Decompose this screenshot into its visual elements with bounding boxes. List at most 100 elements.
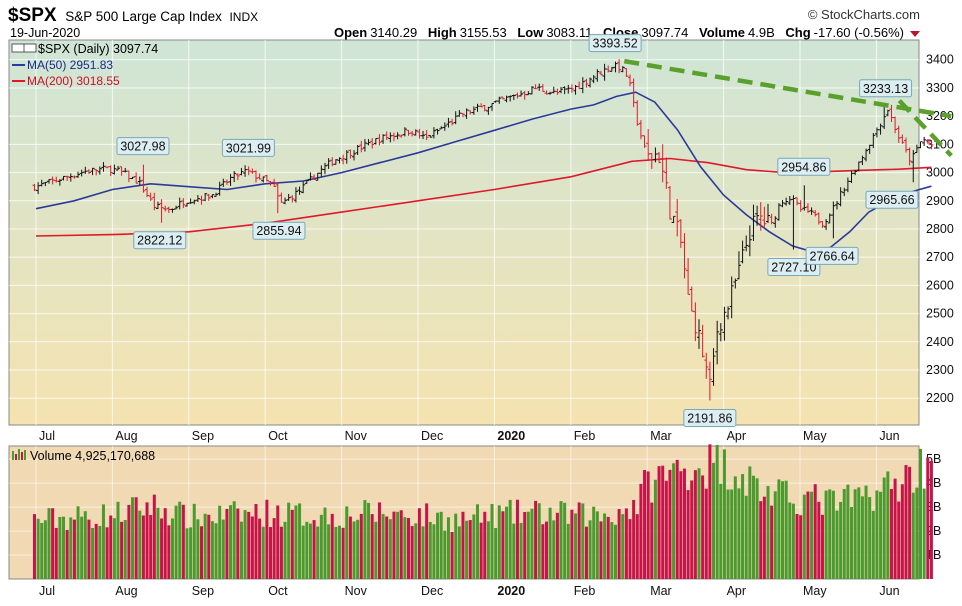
volume-bar	[904, 465, 908, 579]
volume-bar	[359, 513, 363, 579]
volume-bar	[781, 481, 785, 579]
x-tick-label: Apr	[727, 429, 746, 443]
price-tick-label: 3000	[926, 166, 954, 180]
volume-bar	[461, 511, 465, 579]
volume-bar	[189, 527, 193, 579]
x-tick-label: 2020	[497, 584, 525, 598]
annotation: 2191.86	[683, 409, 737, 428]
volume-bar	[370, 514, 374, 579]
volume-bar	[312, 520, 316, 579]
volume-bar	[639, 483, 643, 579]
trendline	[623, 58, 952, 119]
volume-bar	[817, 501, 821, 579]
volume-tick-label: 1B	[926, 548, 941, 562]
volume-bar	[145, 502, 149, 579]
volume-bar	[915, 487, 919, 579]
volume-bar	[646, 471, 650, 579]
price-bars	[32, 59, 934, 401]
price-tick-label: 2400	[926, 335, 954, 349]
volume-bar	[160, 518, 164, 579]
volume-bar	[276, 505, 280, 579]
x-tick-label: Jun	[879, 429, 899, 443]
volume-bar	[377, 502, 381, 579]
volume-bar	[929, 460, 933, 579]
volume-bar	[243, 510, 247, 579]
volume-bar	[566, 523, 570, 579]
volume-bar	[298, 503, 302, 579]
volume-bar	[457, 526, 461, 579]
volume-bar	[258, 518, 262, 579]
legend-price: $SPX (Daily) 3097.74	[38, 42, 158, 56]
volume-bar	[653, 479, 657, 579]
volume-bar	[472, 514, 476, 579]
volume-bar	[708, 444, 712, 579]
volume-bar	[632, 499, 636, 579]
price-tick-label: 2800	[926, 222, 954, 236]
volume-bar	[352, 521, 356, 579]
x-tick-label: Nov	[345, 584, 368, 598]
volume-bar	[62, 516, 66, 579]
annotation: 2965.66	[865, 190, 919, 209]
annotation: 2954.86	[777, 157, 831, 176]
volume-bar	[831, 490, 835, 579]
volume-bar	[697, 468, 701, 579]
volume-tick-label: 4B	[926, 476, 941, 490]
annotation-label: 2822.12	[137, 234, 182, 248]
volume-bar	[704, 488, 708, 579]
volume-bar	[417, 508, 421, 579]
volume-bar	[152, 494, 156, 579]
annotation-box	[777, 157, 831, 176]
volume-bar	[174, 505, 178, 579]
volume-bar	[203, 513, 207, 579]
volume-bar	[308, 523, 312, 579]
volume-bar	[363, 500, 367, 579]
volume-bar	[200, 526, 204, 579]
volume-bar	[668, 469, 672, 579]
volume-bar	[367, 502, 371, 579]
volume-bar	[341, 527, 345, 579]
volume-bar	[290, 509, 294, 579]
ma200-line	[35, 157, 932, 237]
volume-bar	[675, 459, 679, 579]
volume-bar	[323, 507, 327, 579]
volume-bar	[123, 520, 127, 579]
volume-bar	[563, 502, 567, 579]
chart-date: 19-Jun-2020	[10, 26, 80, 40]
volume-bar	[279, 526, 283, 579]
volume-bar	[875, 490, 879, 579]
volume-bar	[483, 511, 487, 579]
volume-bars	[32, 444, 933, 579]
exchange: INDX	[229, 10, 258, 24]
volume-bar	[853, 489, 857, 579]
volume-bar	[555, 512, 559, 579]
volume-bar	[283, 521, 287, 579]
volume-bar	[221, 519, 225, 579]
volume-bar	[581, 503, 585, 579]
volume-bar	[824, 490, 828, 579]
volume-bar	[682, 468, 686, 579]
volume-bar	[327, 524, 331, 579]
volume-bar	[628, 519, 632, 579]
x-tick-label: Feb	[574, 584, 596, 598]
price-grid	[9, 40, 919, 425]
volume-bar	[661, 465, 665, 579]
volume-bar	[214, 523, 218, 579]
legend-volume: Volume 4,925,170,688	[30, 449, 155, 463]
volume-bar	[534, 500, 538, 579]
volume-bar	[584, 526, 588, 579]
volume-bar	[87, 519, 91, 579]
volume-bar	[690, 480, 694, 579]
annotation-label: 2954.86	[781, 160, 826, 174]
volume-bar	[69, 517, 73, 579]
volume-bar	[777, 479, 781, 579]
volume-bar	[425, 503, 429, 579]
volume-bar	[381, 514, 385, 579]
volume-bar	[436, 512, 440, 579]
volume-bar	[624, 508, 628, 579]
legend-ma50: MA(50) 2951.83	[27, 58, 113, 72]
annotation-box	[805, 246, 859, 265]
volume-bar	[733, 476, 737, 579]
volume-bar	[552, 520, 556, 579]
volume-bar	[715, 444, 719, 579]
volume-bar	[454, 513, 458, 579]
